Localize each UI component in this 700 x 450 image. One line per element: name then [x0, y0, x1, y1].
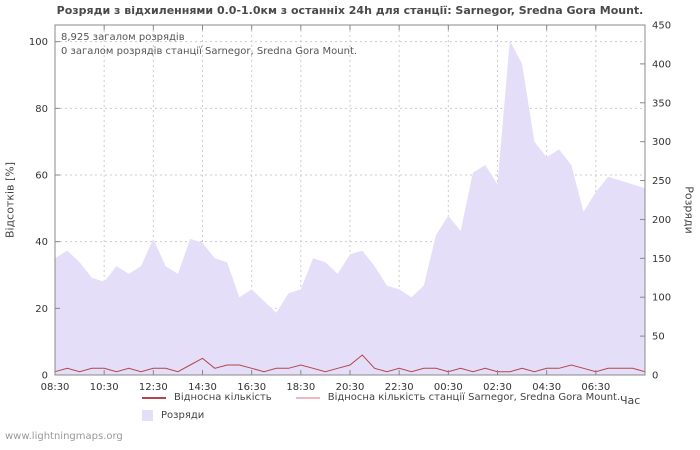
svg-text:40: 40 [35, 237, 48, 248]
legend-label-station-relative: Відносна кількість станції Sarnegor, Sre… [327, 392, 621, 403]
annotation-station-total: 0 загалом розрядів станції Sarnegor, Sre… [61, 46, 358, 57]
svg-text:50: 50 [652, 332, 665, 343]
svg-text:250: 250 [652, 176, 671, 187]
svg-text:200: 200 [652, 215, 671, 226]
svg-text:80: 80 [35, 104, 48, 115]
svg-text:350: 350 [652, 98, 671, 109]
legend-item-discharges: Розряди [142, 410, 204, 421]
svg-text:450: 450 [652, 21, 671, 32]
svg-text:16:30: 16:30 [237, 382, 266, 393]
legend-row-lines: Відносна кількість Відносна кількість ст… [142, 392, 644, 403]
svg-text:0: 0 [652, 371, 658, 382]
chart-svg: 0 20 40 60 80 100 0 50 100 150 200 250 300 350 400 450 0… [29, 21, 671, 394]
svg-text:20: 20 [35, 304, 48, 315]
svg-text:18:30: 18:30 [286, 382, 315, 393]
svg-text:00:30: 00:30 [434, 382, 463, 393]
legend-item-relative: Відносна кількість [142, 392, 272, 403]
annotation-total-discharges: 8,925 загалом розрядів [61, 32, 185, 43]
chart-title: Розряди з відхиленнями 0.0-1.0км з остан… [56, 4, 644, 17]
svg-text:22:30: 22:30 [385, 382, 414, 393]
svg-text:10:30: 10:30 [90, 382, 119, 393]
legend-swatch-relative [142, 396, 166, 399]
left-axis-title: Відсотків [%] [3, 161, 17, 239]
svg-text:0: 0 [42, 371, 48, 382]
legend-item-station-relative: Відносна кількість станції Sarnegor, Sre… [295, 392, 621, 403]
legend-label-discharges: Розряди [161, 410, 205, 421]
legend-swatch-discharges [142, 410, 153, 421]
legend-swatch-station-relative [295, 396, 320, 399]
svg-text:12:30: 12:30 [139, 382, 168, 393]
svg-text:100: 100 [29, 37, 48, 48]
svg-text:06:30: 06:30 [581, 382, 610, 393]
svg-text:400: 400 [652, 59, 671, 70]
svg-text:100: 100 [652, 293, 671, 304]
right-axis-title: Розряди [682, 186, 696, 234]
legend-label-relative: Відносна кількість [174, 392, 272, 403]
svg-text:60: 60 [35, 171, 48, 182]
legend-row-area: Розряди [142, 410, 644, 421]
legend: Відносна кількість Відносна кількість ст… [142, 392, 644, 428]
x-axis-title: Час [620, 394, 641, 407]
svg-text:150: 150 [652, 254, 671, 265]
plot-area: 0 20 40 60 80 100 0 50 100 150 200 250 300 350 400 450 0… [29, 21, 671, 394]
svg-text:20:30: 20:30 [336, 382, 365, 393]
svg-text:300: 300 [652, 137, 671, 148]
svg-text:02:30: 02:30 [483, 382, 512, 393]
svg-text:08:30: 08:30 [41, 382, 70, 393]
footer-link[interactable]: www.lightningmaps.org [5, 431, 123, 442]
svg-text:04:30: 04:30 [532, 382, 561, 393]
svg-text:14:30: 14:30 [188, 382, 217, 393]
